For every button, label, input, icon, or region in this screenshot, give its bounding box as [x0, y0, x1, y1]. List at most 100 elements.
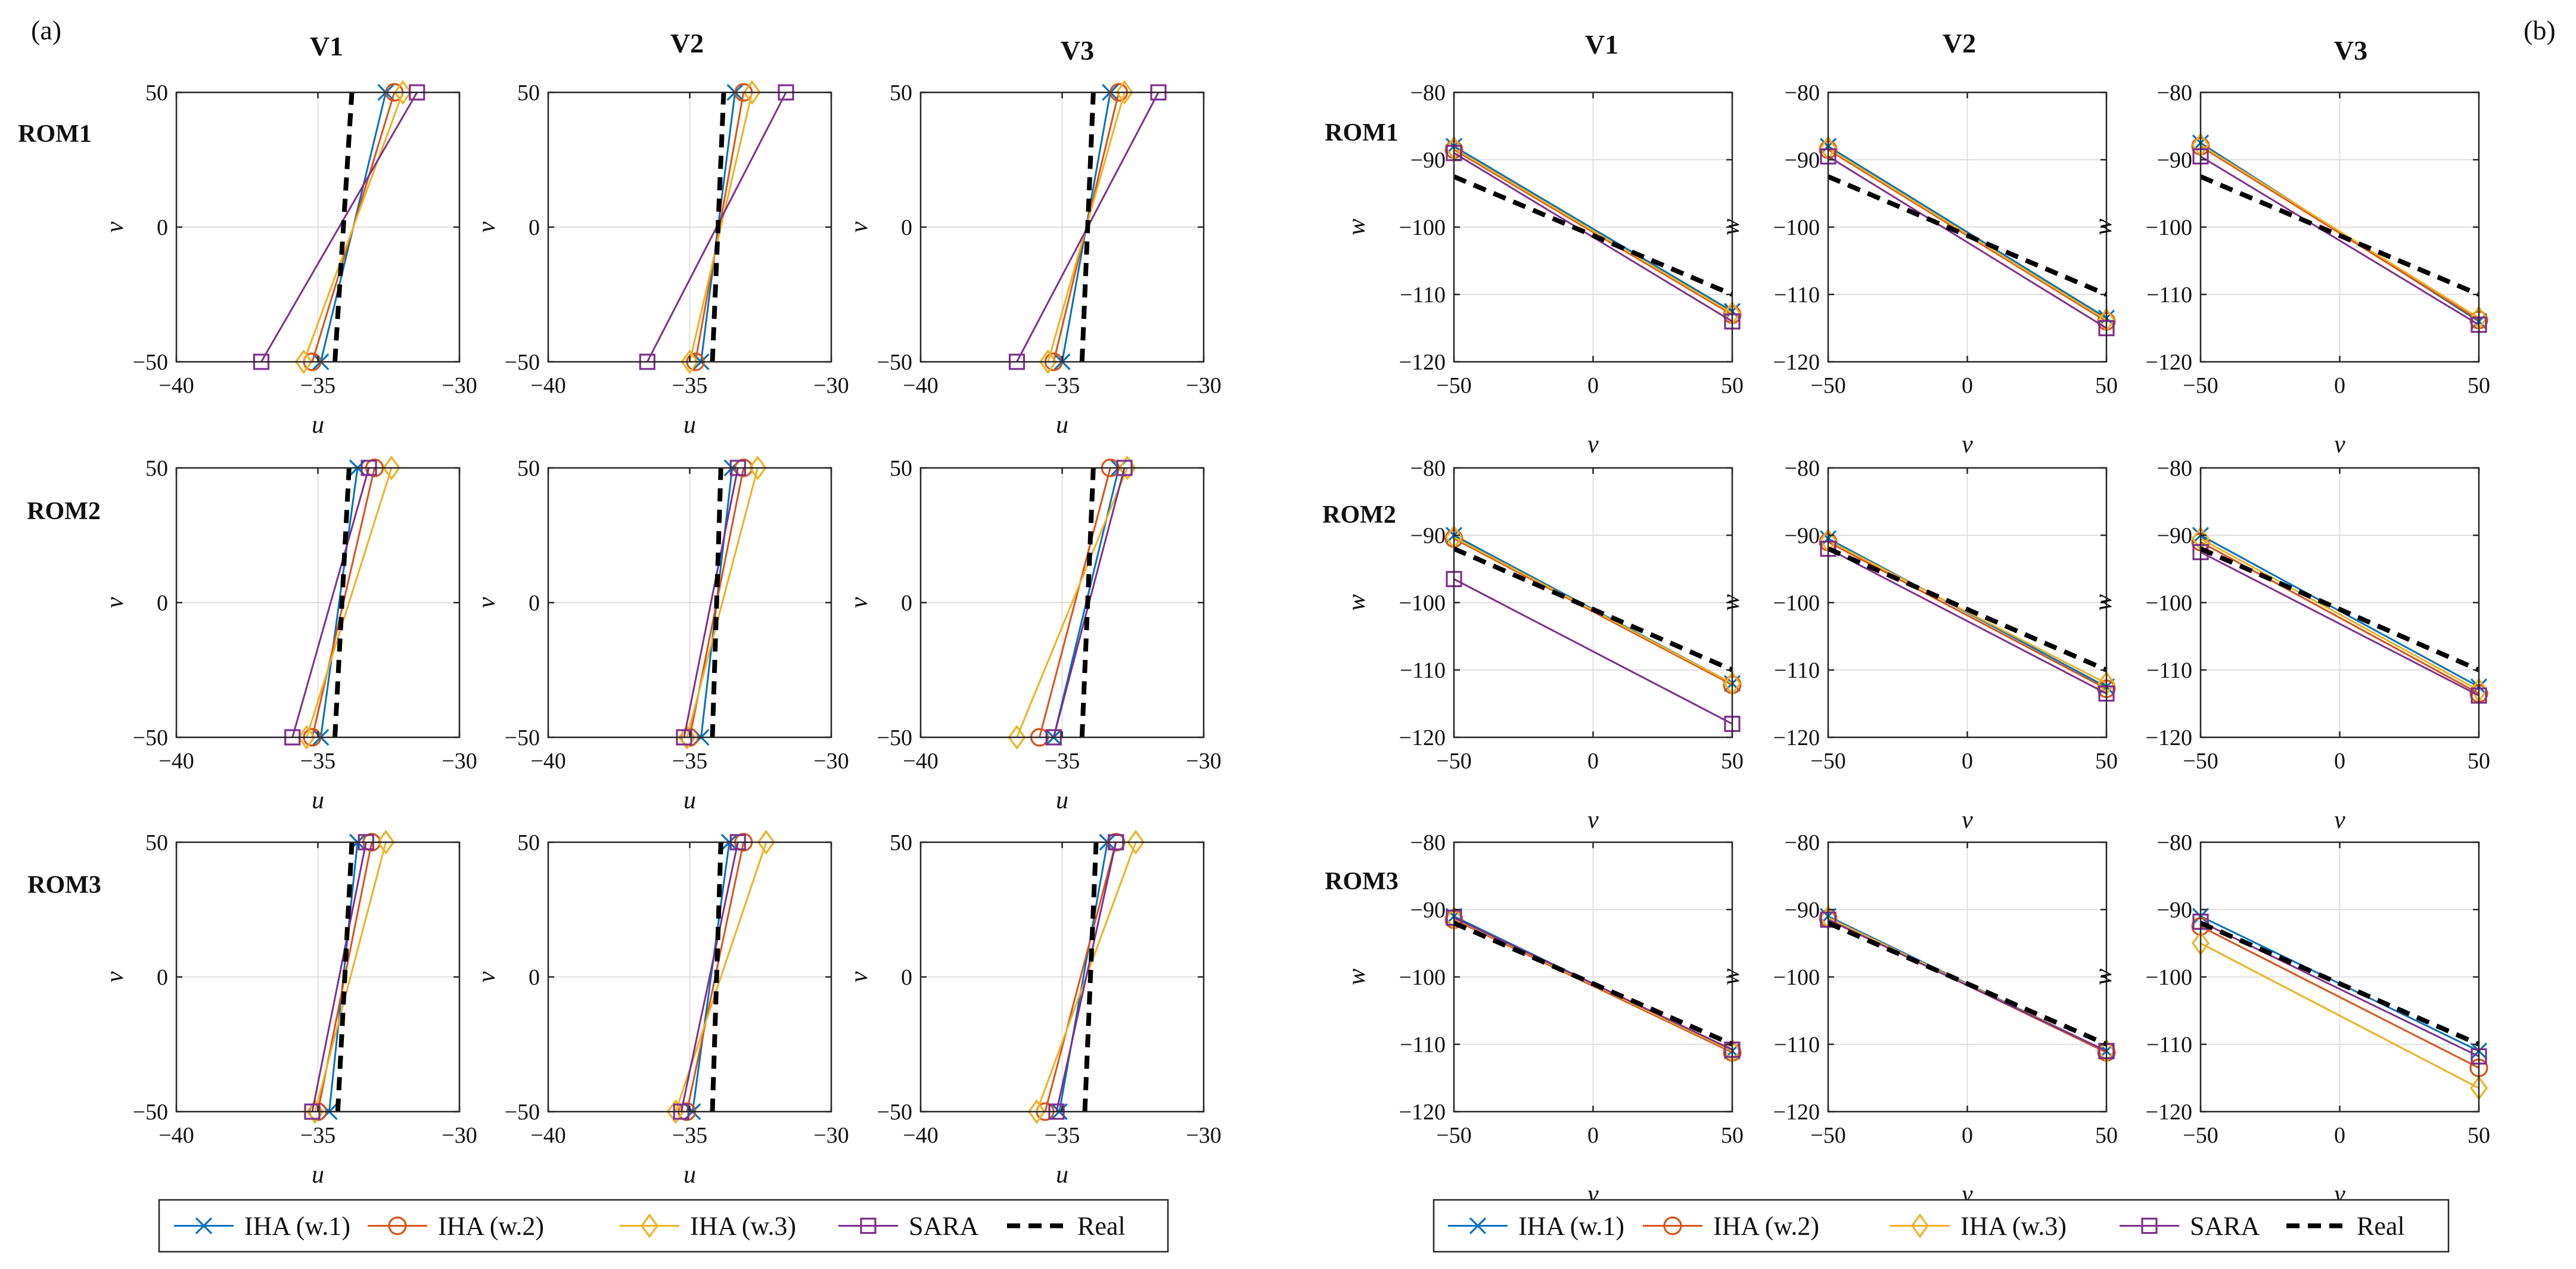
series-line-sara [2200, 551, 2479, 697]
y-tick-label: −50 [877, 725, 912, 750]
legend-label: SARA [909, 1212, 979, 1241]
series-line-sara [291, 467, 370, 738]
x-axis-label: v [2334, 431, 2345, 458]
x-tick-label: 50 [1721, 749, 1744, 774]
x-axis-label: u [1056, 787, 1068, 814]
x-tick-label: −35 [300, 1123, 335, 1148]
y-tick-label: −100 [1773, 215, 1820, 240]
series-line-real [1827, 174, 2108, 297]
panel-label-b: (b) [2524, 15, 2556, 45]
x-tick-label: 50 [2468, 373, 2490, 398]
series-line-real [333, 467, 352, 738]
y-tick-label: −50 [505, 1100, 540, 1125]
y-tick-label: −120 [1399, 1100, 1446, 1125]
x-tick-label: 50 [1721, 1123, 1744, 1148]
x-tick-label: −40 [530, 749, 565, 774]
y-tick-label: 0 [901, 965, 912, 990]
x-tick-label: −30 [1186, 1123, 1221, 1148]
series-line-sara [1453, 578, 1733, 725]
y-axis-label: w [1343, 219, 1371, 235]
y-axis-label: v [101, 597, 129, 608]
y-tick-label: 0 [529, 215, 540, 240]
y-axis-label: v [846, 221, 873, 232]
y-tick-label: −110 [1774, 1032, 1820, 1057]
legend-label: Real [1077, 1212, 1126, 1241]
series-line-iha-w-1- [1453, 145, 1733, 312]
y-axis-label: v [101, 971, 129, 982]
y-tick-label: −50 [133, 350, 168, 375]
y-tick-label: −100 [2146, 591, 2192, 616]
data-point-iha-w-3- [294, 349, 313, 374]
y-axis-label: w [2090, 594, 2117, 611]
y-tick-label: 50 [890, 80, 912, 106]
x-axis-label: u [683, 411, 696, 439]
y-tick-label: −120 [2146, 725, 2192, 750]
data-point-iha-w-3- [743, 80, 761, 105]
y-tick-label: −50 [133, 1100, 168, 1125]
y-tick-label: −80 [1785, 830, 1820, 855]
series-line-real [2199, 174, 2480, 297]
y-tick-label: −110 [2146, 283, 2192, 308]
series-line-sara [680, 842, 739, 1112]
y-tick-label: 50 [517, 830, 540, 855]
legend-marker [1663, 1216, 1682, 1236]
data-point-iha-w-3- [377, 830, 395, 855]
x-tick-label: −35 [1045, 1123, 1080, 1148]
legend-marker [195, 1217, 213, 1234]
y-tick-label: −80 [2157, 830, 2192, 855]
y-tick-label: 0 [901, 591, 912, 616]
x-axis-label: v [2334, 806, 2345, 834]
legend-marker [860, 1217, 877, 1234]
x-tick-label: 0 [1962, 373, 1973, 398]
y-tick-label: −80 [2157, 80, 2192, 106]
x-tick-label: −30 [442, 1123, 477, 1148]
x-tick-label: −50 [2183, 1123, 2218, 1148]
x-tick-label: −30 [813, 1123, 849, 1148]
y-tick-label: 50 [145, 830, 168, 855]
y-tick-label: 0 [529, 591, 540, 616]
x-tick-label: 50 [2095, 373, 2118, 398]
row-title: ROM1 [1325, 119, 1399, 147]
y-axis-label: w [1343, 969, 1371, 985]
y-axis-label: w [1717, 969, 1745, 985]
x-tick-label: −30 [813, 373, 849, 398]
x-tick-label: 0 [2334, 1123, 2345, 1148]
x-tick-label: −50 [1436, 373, 1471, 398]
x-tick-label: 0 [1587, 749, 1599, 774]
y-tick-label: −80 [2157, 456, 2192, 481]
series-line-sara [683, 467, 739, 738]
y-tick-label: −120 [2146, 1100, 2192, 1125]
x-tick-label: −40 [159, 1123, 194, 1148]
data-point-iha-w-3- [297, 725, 316, 750]
row-title: ROM3 [27, 871, 101, 899]
series-line-real [1082, 842, 1099, 1112]
x-tick-label: 0 [1962, 1123, 1973, 1148]
series-line-iha-w-2- [2200, 925, 2479, 1069]
x-tick-label: −40 [530, 1123, 565, 1148]
series-line-real [333, 92, 355, 362]
x-axis-label: u [312, 787, 324, 814]
y-axis-label: w [2090, 219, 2117, 235]
x-tick-label: 50 [2468, 749, 2490, 774]
y-tick-label: −120 [1773, 1100, 1820, 1125]
y-tick-label: −90 [1785, 898, 1820, 923]
x-tick-label: −50 [1810, 373, 1845, 398]
x-axis-label: u [312, 1161, 324, 1189]
y-tick-label: −100 [2146, 215, 2192, 240]
series-line-real [1827, 546, 2108, 672]
y-tick-label: 0 [157, 215, 168, 240]
y-tick-label: 50 [517, 456, 540, 481]
x-tick-label: −40 [530, 373, 565, 398]
x-tick-label: 50 [2468, 1123, 2490, 1148]
column-title: V3 [2334, 35, 2367, 66]
x-tick-label: −30 [1186, 373, 1221, 398]
y-axis-label: v [846, 597, 873, 608]
series-line-real [710, 92, 726, 362]
y-tick-label: −80 [1785, 80, 1820, 106]
y-tick-label: −110 [2146, 658, 2192, 683]
x-axis-label: u [1056, 1161, 1068, 1189]
x-tick-label: −35 [1045, 749, 1080, 774]
y-tick-label: −80 [1410, 830, 1446, 855]
y-tick-label: −90 [1410, 898, 1446, 923]
legend-label: IHA (w.1) [1518, 1212, 1624, 1241]
